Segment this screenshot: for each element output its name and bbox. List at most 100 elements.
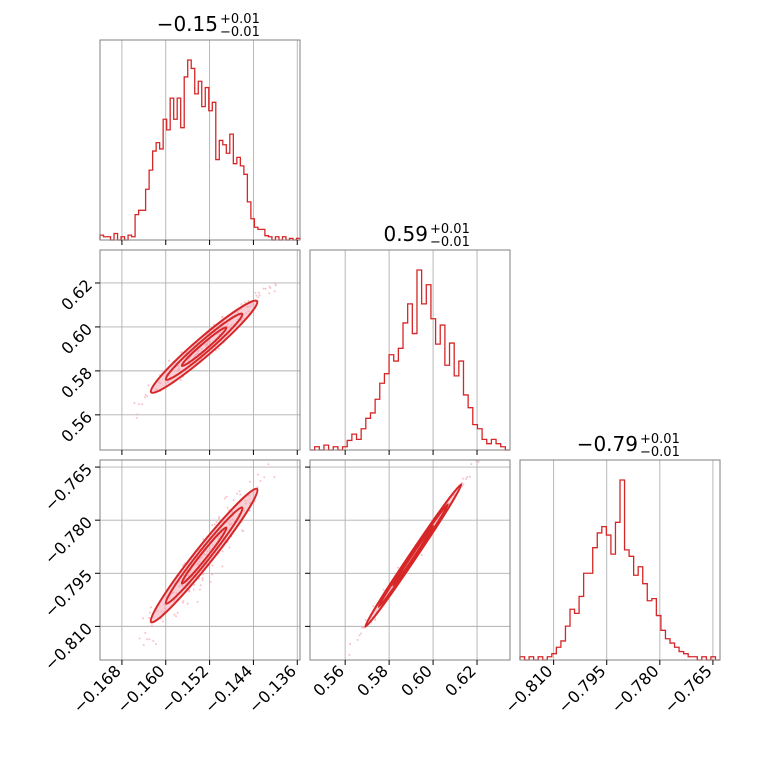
scatter-point [360, 632, 363, 635]
scatter-point [211, 524, 214, 527]
scatter-point [146, 395, 149, 398]
scatter-point [257, 291, 260, 294]
title-2-median: −0.79 [577, 432, 638, 456]
x-tick-label: −0.795 [554, 661, 609, 716]
x-tick-label: 0.60 [397, 661, 436, 700]
x-tick-label: 0.56 [309, 661, 348, 700]
scatter-point [361, 626, 364, 629]
scatter-point [152, 640, 155, 643]
scatter-point [249, 480, 252, 483]
panel-frame [309, 459, 511, 661]
scatter-point [218, 516, 221, 519]
panel-frame [309, 249, 511, 451]
scatter-point [148, 611, 151, 614]
x-tick-label: −0.160 [113, 661, 168, 716]
scatter-point [176, 611, 179, 614]
scatter-point [217, 347, 220, 350]
scatter-point [201, 577, 204, 580]
x-tick-label: 0.58 [353, 661, 392, 700]
panel-frame [519, 459, 721, 661]
scatter-point [274, 284, 277, 287]
scatter-point [154, 643, 157, 646]
scatter-point [138, 637, 141, 640]
scatter-point [240, 303, 243, 306]
title-1-plus: +0.01 [430, 222, 470, 237]
scatter-point [181, 601, 184, 604]
scatter-point [232, 499, 235, 502]
scatter-point [267, 463, 270, 466]
scatter-point [274, 282, 277, 285]
x-tick-label: 0.62 [441, 661, 480, 700]
scatter-point [136, 413, 139, 416]
scatter-point [188, 590, 191, 593]
scatter-point [236, 492, 239, 495]
scatter-point [349, 643, 352, 646]
scatter-point [150, 624, 153, 627]
y-tick-label: −0.795 [41, 566, 96, 621]
scatter-point [225, 495, 228, 498]
scatter-point [477, 460, 480, 463]
panel-21 [348, 460, 480, 656]
scatter-point [263, 476, 266, 479]
scatter-point [209, 580, 212, 583]
scatter-point [168, 359, 171, 362]
contour-outer [364, 483, 463, 628]
scatter-point [239, 493, 242, 496]
title-1-minus: −0.01 [430, 235, 470, 250]
scatter-point [264, 287, 267, 290]
scatter-point [221, 550, 224, 553]
scatter-point [470, 463, 473, 466]
y-tick-label: 0.58 [57, 363, 96, 402]
hist-2-line [519, 479, 720, 661]
panel-frame [99, 249, 301, 451]
scatter-point [358, 634, 361, 637]
title-0-minus: −0.01 [220, 25, 260, 40]
contour-mid [377, 503, 449, 608]
panel-20 [138, 456, 277, 646]
scatter-point [242, 530, 245, 533]
y-tick-label: 0.60 [57, 319, 96, 358]
scatter-point [211, 564, 214, 567]
scatter-point [257, 473, 260, 476]
scatter-point [173, 613, 176, 616]
scatter-point [356, 638, 359, 641]
scatter-point [275, 456, 277, 458]
scatter-point [462, 477, 465, 480]
scatter-point [144, 631, 147, 634]
scatter-point [193, 583, 196, 586]
panel-10 [133, 282, 277, 419]
y-tick-label: −0.810 [41, 619, 96, 674]
y-tick-label: 0.62 [57, 276, 96, 315]
scatter-point [148, 616, 151, 619]
scatter-point [468, 475, 471, 478]
scatter-point [182, 600, 185, 603]
scatter-point [161, 620, 164, 623]
scatter-point [223, 497, 226, 500]
scatter-point [180, 351, 183, 354]
scatter-point [143, 396, 146, 399]
scatter-point [213, 523, 216, 526]
contour-inner [180, 326, 228, 368]
scatter-point [175, 615, 178, 618]
scatter-point [256, 486, 259, 489]
scatter-point [201, 579, 204, 582]
scatter-point [466, 476, 469, 479]
panel-frame [99, 39, 301, 241]
scatter-point [268, 292, 271, 295]
scatter-point [372, 605, 375, 608]
y-tick-label: −0.765 [41, 460, 96, 515]
scatter-point [244, 301, 247, 304]
scatter-point [247, 299, 250, 302]
contour-outer [149, 299, 259, 394]
scatter-point [211, 573, 214, 576]
scatter-point [348, 653, 351, 656]
contour-inner [392, 524, 435, 587]
scatter-point [273, 290, 276, 293]
scatter-point [374, 619, 377, 622]
scatter-point [382, 588, 385, 591]
scatter-point [179, 378, 182, 381]
title-2-plus: +0.01 [640, 432, 680, 447]
scatter-point [248, 509, 251, 512]
x-tick-label: −0.152 [157, 661, 212, 716]
